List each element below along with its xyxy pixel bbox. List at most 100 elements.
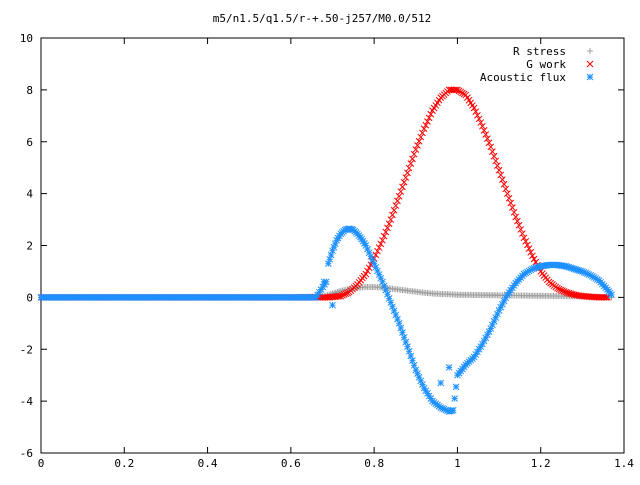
data-point [395,192,403,200]
data-point [362,270,370,278]
data-point [494,162,501,169]
data-point [519,230,526,237]
data-point [390,206,398,214]
axes-layer: 0 0.2 0.4 0.6 0.8 1 1.2 1.4 -6 -4 -2 0 2 4 6 8 10 [20,32,635,470]
data-point [474,111,481,119]
data-point [559,287,566,294]
x-tick-label: 1.2 [531,457,551,470]
data-point [484,135,491,142]
data-point [404,169,411,177]
y-tick-label: 10 [20,32,33,45]
data-point [452,383,460,391]
data-point [380,232,388,240]
data-point [482,131,490,138]
data-point [339,291,346,299]
data-point [424,118,431,125]
data-point [554,284,561,292]
data-point [337,292,345,300]
x-tick-label: 0.8 [364,457,384,470]
data-point [477,119,485,126]
data-point [344,289,351,297]
data-point [405,164,413,172]
legend-marker [587,48,593,54]
series-acoustic-flux [37,225,615,415]
x-tick-label: 0.4 [198,457,218,470]
data-point [419,129,426,137]
data-point [445,364,453,371]
data-point [525,245,533,252]
data-point [512,213,520,221]
data-point [379,236,386,244]
data-point [495,166,503,174]
data-point [382,228,390,236]
data-point [364,267,371,275]
legend-label: Acoustic flux [480,71,566,84]
data-point [515,221,523,229]
data-point [510,208,518,216]
data-point [425,392,433,400]
data-point [427,110,435,118]
data-point [402,174,410,181]
data-point [320,278,328,286]
data-point [327,251,335,259]
data-point [397,324,405,332]
data-point [470,104,478,112]
data-point [377,240,385,248]
data-point [324,260,332,268]
data-point [487,143,495,151]
data-point [374,247,381,255]
data-point [514,217,521,225]
data-point [451,395,459,402]
data-point [608,291,615,299]
data-point [409,155,416,163]
data-point [489,148,496,155]
y-tick-label: 0 [26,291,33,304]
data-point [497,171,505,179]
data-point [524,241,531,249]
data-point [387,216,395,223]
data-point [603,294,611,301]
data-point [530,255,538,263]
legend-label: R stress [513,45,566,58]
data-point [502,185,510,193]
data-point [480,126,488,134]
y-tick-label: 8 [26,84,33,97]
data-point [517,226,525,233]
y-tick-label: -6 [20,447,33,460]
y-tick-label: 6 [26,136,33,149]
data-point [520,234,528,242]
chart-title: m5/n1.5/q1.5/r-+.50-j257/M0.0/512 [213,12,432,25]
data-point [407,160,415,167]
data-point [384,224,391,232]
data-point [500,180,508,188]
x-tick-label: 0 [38,457,45,470]
y-tick-label: -2 [20,343,33,356]
data-point [485,139,493,147]
data-point [399,183,406,191]
data-point [420,125,428,133]
data-point [365,264,373,272]
data-point [422,121,430,129]
data-point [417,133,425,141]
legend-label: G work [526,58,566,71]
x-tick-label: 0.6 [281,457,301,470]
data-point [529,252,536,260]
data-point [504,190,511,197]
data-point [472,108,480,116]
data-point [392,202,400,209]
legend-marker [586,60,594,68]
data-point [522,237,530,245]
data-point [490,152,498,160]
x-tick-label: 1.4 [614,457,634,470]
series-g-work [37,86,611,301]
data-point [479,122,486,130]
data-point [326,255,334,263]
data-point [340,291,348,298]
data-point [397,188,405,195]
data-point [375,244,383,251]
data-point [507,199,515,207]
data-point [532,258,540,266]
